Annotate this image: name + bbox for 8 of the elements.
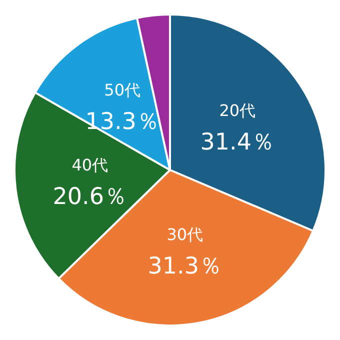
slice-label: 40代 — [72, 156, 108, 175]
slice-label: 30代 — [166, 224, 204, 244]
data-label: 13.3％ — [85, 108, 160, 135]
data-label: 31.4％ — [200, 129, 274, 156]
data-label: 20.6％ — [52, 184, 127, 210]
slice-label: 20代 — [219, 100, 256, 120]
slice-label: 50代 — [104, 80, 141, 100]
data-label: 31.3％ — [148, 253, 222, 280]
